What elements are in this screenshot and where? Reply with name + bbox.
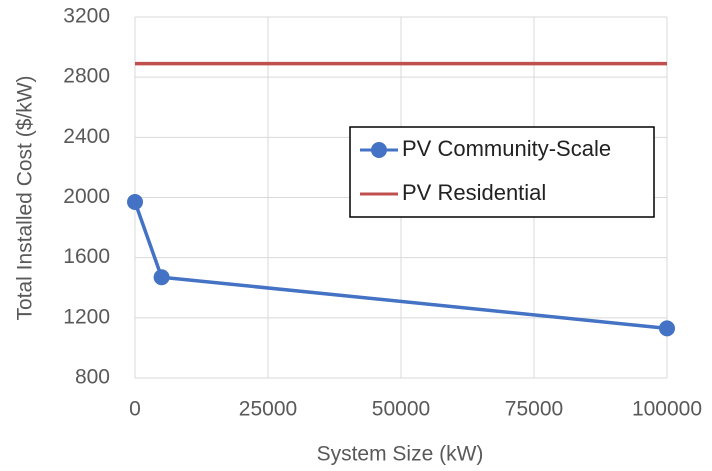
y-tick-label: 2400: [63, 125, 110, 148]
x-tick-label: 25000: [239, 398, 297, 421]
legend-label: PV Residential: [402, 180, 546, 205]
x-tick-label: 75000: [505, 398, 563, 421]
legend-label: PV Community-Scale: [402, 136, 611, 161]
x-axis-title: System Size (kW): [317, 443, 484, 466]
legend: PV Community-Scale PV Residential: [349, 126, 655, 218]
y-tick-label: 2800: [63, 65, 110, 88]
plot: [127, 61, 675, 337]
x-tick-label: 50000: [372, 398, 430, 421]
x-tick-label: 100000: [632, 398, 702, 421]
point: [659, 320, 675, 337]
y-tick-label: 1600: [63, 245, 110, 268]
y-axis-title: Total Installed Cost ($/kW): [14, 75, 37, 320]
point: [153, 269, 170, 286]
y-tick-label: 2000: [63, 185, 110, 208]
y-tick-label: 1200: [63, 305, 110, 328]
y-tick-label: 800: [75, 366, 110, 389]
y-tick-label: 3200: [63, 5, 110, 28]
point: [127, 194, 143, 211]
legend-box: [349, 126, 655, 218]
legend-marker: [371, 142, 387, 158]
x-tick-label: 0: [129, 398, 141, 421]
